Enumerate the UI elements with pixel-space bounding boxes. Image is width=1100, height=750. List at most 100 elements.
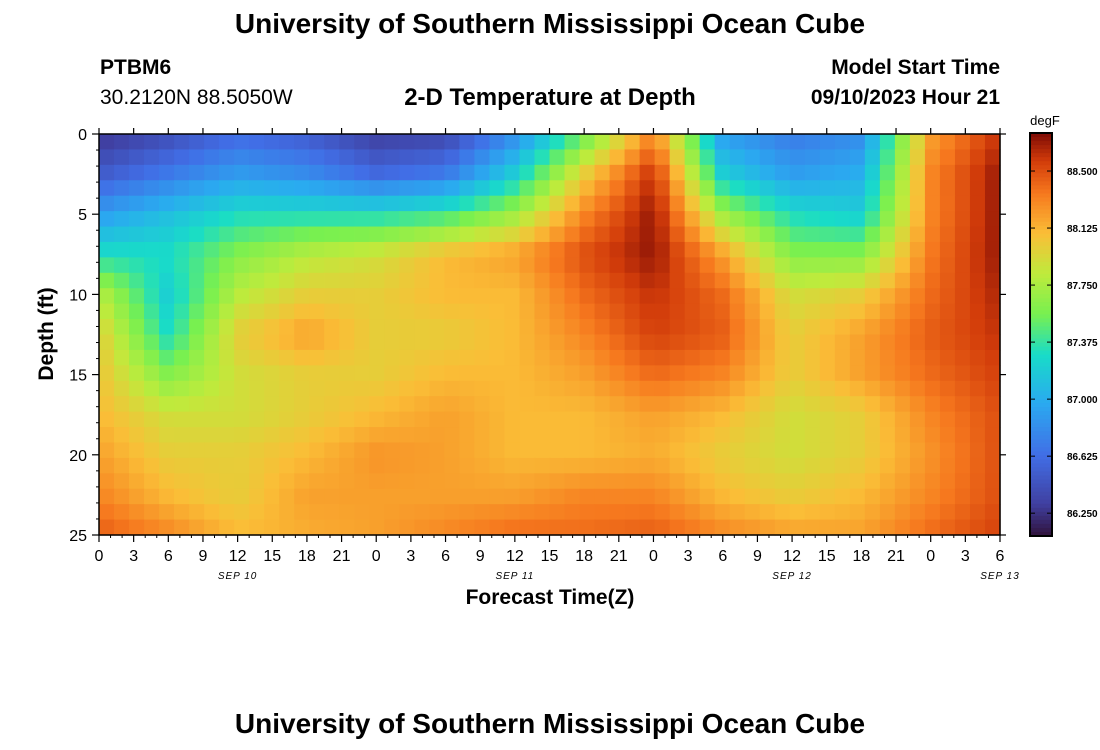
heatmap-cell xyxy=(204,149,220,166)
heatmap-cell xyxy=(969,349,986,366)
heatmap-cell xyxy=(684,473,701,490)
heatmap-cell xyxy=(384,226,400,243)
heatmap-cell xyxy=(804,380,821,397)
heatmap-cell xyxy=(459,149,476,166)
heatmap-cell xyxy=(954,257,971,274)
heatmap-cell xyxy=(324,134,340,151)
heatmap-cell xyxy=(399,303,415,320)
heatmap-cell xyxy=(504,134,521,151)
heatmap-cell xyxy=(324,442,340,459)
heatmap-cell xyxy=(414,303,430,320)
heatmap-cell xyxy=(549,180,566,197)
heatmap-cell xyxy=(504,303,521,320)
heatmap-cell xyxy=(534,519,551,536)
colorbar-segment xyxy=(1030,491,1052,497)
heatmap-cell xyxy=(219,134,235,151)
heatmap-cell xyxy=(714,149,731,166)
heatmap-cell xyxy=(309,519,325,536)
heatmap-cell xyxy=(699,504,716,521)
heatmap-cell xyxy=(594,288,611,305)
heatmap-cell xyxy=(204,272,220,289)
heatmap-cell xyxy=(489,442,506,459)
colorbar-segment xyxy=(1030,229,1052,235)
date-label: SEP 13 xyxy=(980,571,1020,582)
heatmap-cell xyxy=(774,257,791,274)
heatmap-cell xyxy=(279,319,295,336)
heatmap-cell xyxy=(399,319,415,336)
colorbar-segment xyxy=(1030,318,1052,324)
heatmap-cell xyxy=(399,288,415,305)
colorbar-segment xyxy=(1030,233,1052,239)
heatmap-cell xyxy=(669,241,686,258)
heatmap-cell xyxy=(129,257,145,274)
heatmap-cell xyxy=(654,257,671,274)
heatmap-cell xyxy=(384,473,400,490)
heatmap-cell xyxy=(879,211,896,228)
heatmap-cell xyxy=(114,519,130,536)
heatmap-cell xyxy=(519,195,536,212)
heatmap-cell xyxy=(609,257,626,274)
colorbar-segment xyxy=(1030,265,1052,271)
heatmap-cell xyxy=(144,473,160,490)
heatmap-cell xyxy=(984,288,1001,305)
heatmap-cell xyxy=(369,519,385,536)
colorbar-segment xyxy=(1030,423,1052,428)
heatmap-cell xyxy=(384,288,400,305)
heatmap-cell xyxy=(144,134,160,151)
heatmap-cell xyxy=(594,365,611,382)
heatmap-cell xyxy=(489,134,506,151)
heatmap-cell xyxy=(189,272,205,289)
heatmap-cell xyxy=(894,303,911,320)
heatmap-cell xyxy=(249,288,265,305)
heatmap-cell xyxy=(339,241,355,258)
heatmap-cell xyxy=(324,211,340,228)
heatmap-cell xyxy=(264,457,280,474)
heatmap-cell xyxy=(534,211,551,228)
heatmap-cell xyxy=(474,349,491,366)
heatmap-cell xyxy=(984,319,1001,336)
heatmap-cell xyxy=(294,195,310,212)
heatmap-cell xyxy=(819,396,836,413)
heatmap-cell xyxy=(444,319,460,336)
heatmap-cell xyxy=(114,411,130,428)
heatmap-cell xyxy=(699,272,716,289)
heatmap-cell xyxy=(819,149,836,166)
heatmap-cell xyxy=(534,257,551,274)
heatmap-cell xyxy=(474,504,491,521)
date-label: SEP 10 xyxy=(218,571,258,582)
heatmap-cell xyxy=(399,272,415,289)
heatmap-cell xyxy=(324,427,340,444)
heatmap-cell xyxy=(264,334,280,351)
heatmap-cell xyxy=(369,457,385,474)
heatmap-cell xyxy=(519,411,536,428)
heatmap-cell xyxy=(489,457,506,474)
heatmap-cell xyxy=(879,442,896,459)
heatmap-cell xyxy=(594,504,611,521)
heatmap-cell xyxy=(534,334,551,351)
heatmap-cell xyxy=(519,380,536,397)
heatmap-cell xyxy=(159,195,175,212)
heatmap-cell xyxy=(489,427,506,444)
heatmap-cell xyxy=(744,457,761,474)
heatmap-cell xyxy=(789,272,806,289)
heatmap-cell xyxy=(504,164,521,181)
heatmap-cell xyxy=(879,134,896,151)
heatmap-cell xyxy=(429,180,445,197)
heatmap-cell xyxy=(249,411,265,428)
heatmap-cell xyxy=(519,164,536,181)
heatmap-cell xyxy=(759,149,776,166)
heatmap-cell xyxy=(519,226,536,243)
heatmap-cell xyxy=(414,349,430,366)
heatmap-cell xyxy=(609,519,626,536)
colorbar-segment xyxy=(1030,378,1052,384)
heatmap-cell xyxy=(804,396,821,413)
heatmap-cell xyxy=(114,442,130,459)
heatmap-cell xyxy=(729,257,746,274)
heatmap-cell xyxy=(909,319,926,336)
heatmap-cell xyxy=(189,427,205,444)
heatmap-cell xyxy=(579,226,596,243)
heatmap-cell xyxy=(489,349,506,366)
heatmap-cell xyxy=(354,473,370,490)
heatmap-cell xyxy=(909,442,926,459)
heatmap-cell xyxy=(789,411,806,428)
